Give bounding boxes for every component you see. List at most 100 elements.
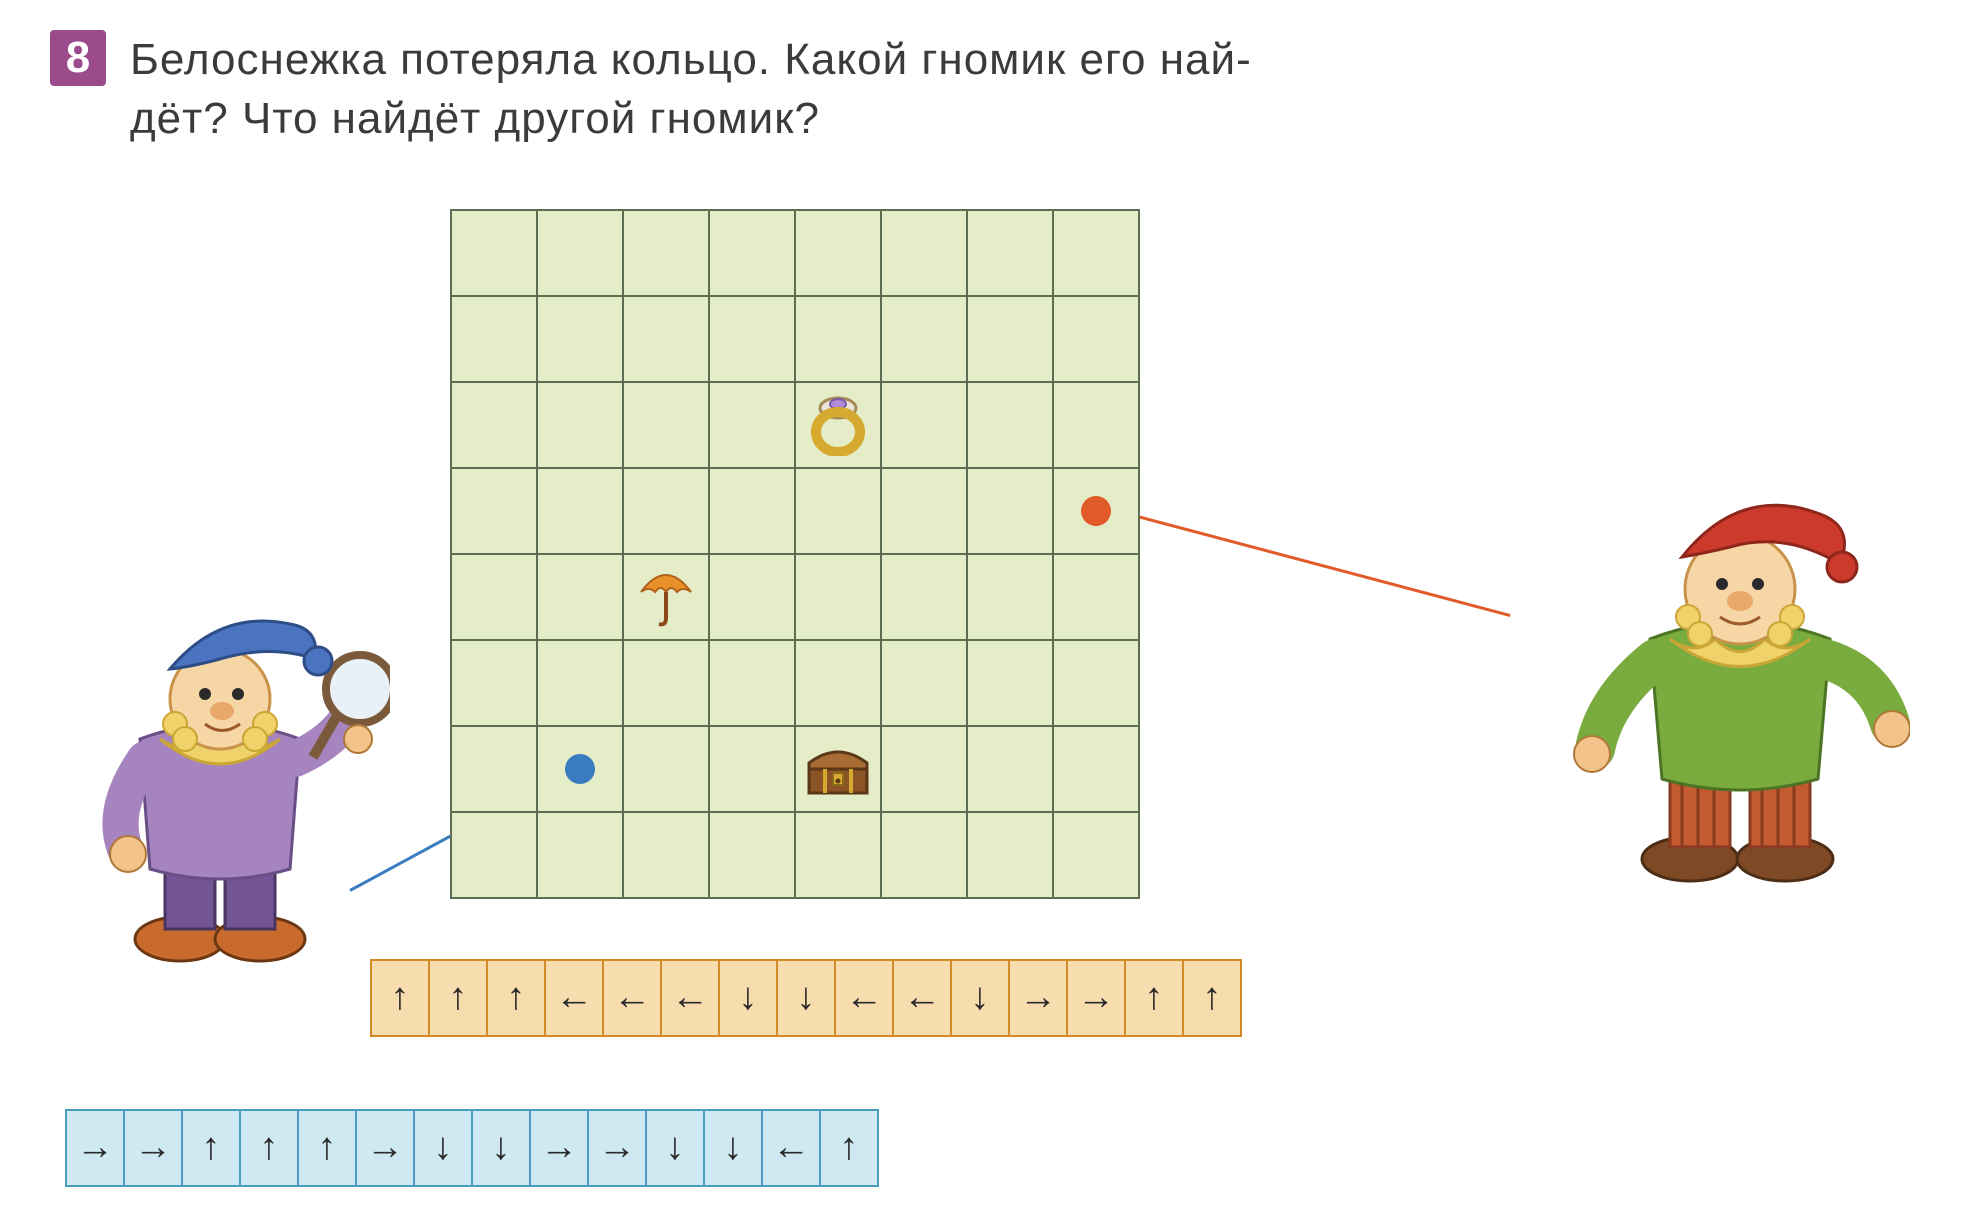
- grid-cell: [967, 640, 1053, 726]
- grid-cell: [623, 468, 709, 554]
- arrow-cell: →: [1010, 961, 1068, 1035]
- grid-cell: [623, 640, 709, 726]
- prompt-line-1: Белоснежка потеряла кольцо. Какой гномик…: [130, 35, 1252, 84]
- question-prompt: Белоснежка потеряла кольцо. Какой гномик…: [130, 30, 1252, 149]
- gnome-left: [70, 589, 390, 974]
- arrow-cell: →: [1068, 961, 1126, 1035]
- grid-cell: [795, 468, 881, 554]
- grid-cell: [1053, 554, 1139, 640]
- arrow-cell: ↓: [647, 1111, 705, 1185]
- grid-cell: [451, 640, 537, 726]
- maze-table: [450, 209, 1140, 899]
- arrow-cell: ↑: [372, 961, 430, 1035]
- arrow-cell: ←: [604, 961, 662, 1035]
- grid-cell: [795, 382, 881, 468]
- arrow-cell: →: [67, 1111, 125, 1185]
- arrow-cell: ←: [836, 961, 894, 1035]
- header: 8 Белоснежка потеряла кольцо. Какой гном…: [50, 30, 1936, 149]
- grid-cell: [881, 554, 967, 640]
- grid-cell: [451, 468, 537, 554]
- grid-cell: [881, 210, 967, 296]
- arrow-cell: ↑: [1126, 961, 1184, 1035]
- grid-cell: [1053, 726, 1139, 812]
- grid-cell: [967, 382, 1053, 468]
- grid-cell: [795, 210, 881, 296]
- grid-cell: [451, 210, 537, 296]
- arrow-cell: ↑: [430, 961, 488, 1035]
- gnome-left-svg: [70, 589, 390, 969]
- grid-cell: [451, 554, 537, 640]
- arrow-cell: →: [531, 1111, 589, 1185]
- grid-cell: [537, 382, 623, 468]
- grid-cell: [451, 812, 537, 898]
- grid-cell: [451, 726, 537, 812]
- grid-cell: [1053, 468, 1139, 554]
- arrow-cell: ↓: [778, 961, 836, 1035]
- ring-icon: [803, 388, 873, 458]
- arrow-cell: ↑: [299, 1111, 357, 1185]
- grid-cell: [709, 382, 795, 468]
- arrow-cell: ↓: [473, 1111, 531, 1185]
- grid-cell: [709, 726, 795, 812]
- arrow-cell: ↑: [241, 1111, 299, 1185]
- grid-cell: [537, 812, 623, 898]
- grid-cell: [881, 640, 967, 726]
- grid-cell: [709, 554, 795, 640]
- grid-cell: [967, 468, 1053, 554]
- grid-cell: [967, 812, 1053, 898]
- grid-cell: [709, 468, 795, 554]
- prompt-line-2: дёт? Что найдёт другой гномик?: [130, 94, 820, 143]
- gnome-right: [1570, 469, 1910, 894]
- grid-cell: [967, 210, 1053, 296]
- puzzle-stage: ↑↑↑←←←↓↓←←↓→→↑↑ →→↑↑↑→↓↓→→↓↓←↑: [50, 169, 1930, 1069]
- grid-cell: [795, 726, 881, 812]
- grid-cell: [537, 296, 623, 382]
- grid-cell: [709, 812, 795, 898]
- gnome-right-svg: [1570, 469, 1910, 889]
- blue-dot-icon: [545, 734, 615, 804]
- grid-cell: [709, 640, 795, 726]
- arrow-cell: ↓: [415, 1111, 473, 1185]
- grid-cell: [795, 812, 881, 898]
- grid-cell: [881, 468, 967, 554]
- arrow-cell: →: [357, 1111, 415, 1185]
- grid-cell: [537, 210, 623, 296]
- arrow-row-blue: →→↑↑↑→↓↓→→↓↓←↑: [65, 1109, 879, 1187]
- grid-cell: [795, 296, 881, 382]
- grid-cell: [795, 554, 881, 640]
- grid-cell: [1053, 382, 1139, 468]
- arrow-cell: ←: [763, 1111, 821, 1185]
- grid-cell: [1053, 210, 1139, 296]
- grid-cell: [881, 382, 967, 468]
- grid-cell: [709, 296, 795, 382]
- grid-cell: [709, 210, 795, 296]
- arrow-row-red: ↑↑↑←←←↓↓←←↓→→↑↑: [370, 959, 1242, 1037]
- grid-cell: [1053, 640, 1139, 726]
- chest-icon: [803, 734, 873, 804]
- arrow-cell: ↓: [952, 961, 1010, 1035]
- grid-cell: [795, 640, 881, 726]
- grid-cell: [537, 640, 623, 726]
- arrow-cell: →: [125, 1111, 183, 1185]
- arrow-cell: ←: [546, 961, 604, 1035]
- maze-grid: [450, 209, 1140, 899]
- umbrella-icon: [631, 560, 701, 630]
- grid-cell: [537, 468, 623, 554]
- grid-cell: [451, 382, 537, 468]
- arrow-cell: ↑: [488, 961, 546, 1035]
- grid-cell: [967, 296, 1053, 382]
- red-dot-icon: [1061, 476, 1131, 546]
- arrow-cell: ↓: [720, 961, 778, 1035]
- arrow-cell: ↑: [1184, 961, 1242, 1035]
- grid-cell: [881, 726, 967, 812]
- grid-cell: [967, 554, 1053, 640]
- grid-cell: [537, 554, 623, 640]
- grid-cell: [1053, 296, 1139, 382]
- grid-cell: [537, 726, 623, 812]
- grid-cell: [881, 296, 967, 382]
- arrow-cell: ←: [894, 961, 952, 1035]
- grid-cell: [623, 726, 709, 812]
- grid-cell: [623, 210, 709, 296]
- grid-cell: [623, 812, 709, 898]
- grid-cell: [623, 554, 709, 640]
